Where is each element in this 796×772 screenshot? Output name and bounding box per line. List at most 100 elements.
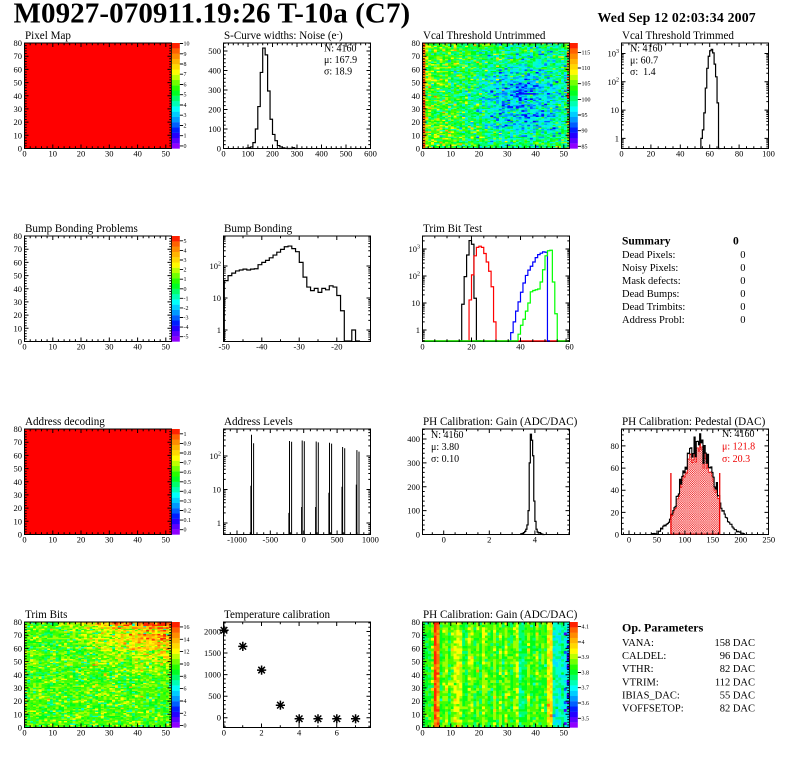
svg-text:0: 0 — [627, 535, 631, 545]
svg-text:0: 0 — [18, 723, 22, 733]
svg-text:0: 0 — [740, 315, 745, 326]
svg-text:7: 7 — [184, 72, 187, 78]
svg-text:10: 10 — [49, 535, 58, 545]
svg-text:Vcal Threshold Trimmed: Vcal Threshold Trimmed — [622, 30, 734, 42]
svg-text:50: 50 — [162, 728, 171, 738]
svg-text:0: 0 — [184, 724, 187, 730]
svg-text:500: 500 — [340, 149, 353, 159]
svg-text:80: 80 — [14, 617, 23, 627]
svg-text:8: 8 — [184, 62, 187, 68]
svg-text:40: 40 — [133, 149, 142, 159]
svg-text:30: 30 — [503, 149, 512, 159]
svg-text:4.1: 4.1 — [582, 625, 590, 631]
svg-text:110: 110 — [582, 66, 591, 72]
svg-text:40: 40 — [531, 728, 540, 738]
svg-text:10: 10 — [49, 342, 58, 352]
svg-text:2: 2 — [184, 268, 187, 274]
svg-text:300: 300 — [291, 149, 304, 159]
svg-text:0.9: 0.9 — [184, 441, 192, 447]
svg-text:0: 0 — [619, 149, 623, 159]
svg-text:Trim Bits: Trim Bits — [25, 609, 67, 621]
svg-text:60: 60 — [14, 257, 23, 267]
svg-text:4: 4 — [533, 535, 538, 545]
svg-text:0: 0 — [18, 530, 22, 540]
svg-text:102: 102 — [608, 77, 620, 87]
svg-text:30: 30 — [14, 490, 23, 500]
svg-text:10: 10 — [412, 298, 421, 308]
svg-text:10: 10 — [14, 323, 23, 333]
svg-text:0.2: 0.2 — [184, 509, 192, 515]
svg-text:40: 40 — [611, 485, 620, 495]
svg-text:10: 10 — [412, 709, 421, 719]
svg-text:Wed Sep 12 02:03:34 2007: Wed Sep 12 02:03:34 2007 — [598, 10, 756, 25]
svg-text:IBIAS_DAC:: IBIAS_DAC: — [622, 690, 680, 701]
svg-text:μ: 60.7: μ: 60.7 — [630, 56, 658, 67]
svg-text:30: 30 — [105, 149, 114, 159]
svg-text:300: 300 — [208, 85, 221, 95]
svg-text:20: 20 — [77, 535, 86, 545]
svg-text:10: 10 — [14, 130, 23, 140]
svg-text:50: 50 — [653, 535, 662, 545]
svg-text:80: 80 — [412, 38, 421, 48]
svg-text:σ: 20.3: σ: 20.3 — [722, 454, 750, 465]
svg-text:0: 0 — [420, 728, 424, 738]
svg-text:500: 500 — [208, 691, 221, 701]
svg-text:0: 0 — [442, 535, 446, 545]
svg-text:100: 100 — [679, 535, 692, 545]
svg-text:102: 102 — [409, 271, 421, 281]
svg-text:40: 40 — [133, 535, 142, 545]
svg-text:0: 0 — [740, 302, 745, 313]
svg-text:10: 10 — [611, 105, 620, 115]
svg-text:16: 16 — [184, 625, 190, 631]
svg-text:3.6: 3.6 — [582, 701, 590, 707]
svg-text:Dead Bumps:: Dead Bumps: — [622, 289, 680, 300]
svg-text:20: 20 — [467, 342, 476, 352]
svg-text:0: 0 — [184, 287, 187, 293]
svg-text:0: 0 — [420, 149, 424, 159]
svg-text:30: 30 — [412, 683, 421, 693]
svg-text:30: 30 — [503, 728, 512, 738]
svg-text:20: 20 — [14, 696, 23, 706]
svg-text:2: 2 — [184, 124, 187, 130]
svg-text:Mask defects:: Mask defects: — [622, 276, 681, 287]
svg-text:103: 103 — [608, 49, 620, 59]
svg-text:-3: -3 — [184, 316, 189, 322]
svg-text:0: 0 — [740, 276, 745, 287]
svg-text:40: 40 — [516, 342, 525, 352]
svg-text:0: 0 — [416, 530, 420, 540]
svg-text:1500: 1500 — [204, 648, 221, 658]
svg-text:0: 0 — [416, 144, 420, 154]
svg-text:100: 100 — [208, 124, 221, 134]
svg-text:N: 4160: N: 4160 — [324, 44, 357, 55]
svg-text:50: 50 — [14, 78, 23, 88]
svg-text:0: 0 — [22, 149, 26, 159]
svg-text:40: 40 — [14, 670, 23, 680]
svg-text:60: 60 — [705, 149, 714, 159]
svg-text:40: 40 — [412, 91, 421, 101]
svg-text:40: 40 — [133, 342, 142, 352]
svg-text:50: 50 — [560, 149, 569, 159]
svg-text:0.4: 0.4 — [184, 489, 192, 495]
svg-text:0: 0 — [740, 263, 745, 274]
svg-text:2: 2 — [259, 728, 263, 738]
svg-text:250: 250 — [762, 535, 775, 545]
svg-text:0: 0 — [217, 144, 221, 154]
svg-text:115: 115 — [582, 50, 591, 56]
svg-text:0: 0 — [18, 144, 22, 154]
svg-text:400: 400 — [315, 149, 328, 159]
svg-text:-5: -5 — [184, 335, 189, 341]
svg-text:80: 80 — [14, 231, 23, 241]
svg-text:60: 60 — [611, 463, 620, 473]
svg-text:-2: -2 — [184, 306, 189, 312]
svg-text:1: 1 — [615, 133, 619, 143]
svg-text:500: 500 — [208, 46, 221, 56]
svg-text:20: 20 — [14, 117, 23, 127]
svg-text:50: 50 — [162, 149, 171, 159]
svg-text:100: 100 — [407, 506, 420, 516]
svg-text:50: 50 — [162, 342, 171, 352]
svg-text:Noisy Pixels:: Noisy Pixels: — [622, 263, 678, 274]
svg-text:N: 4160: N: 4160 — [630, 44, 663, 55]
svg-text:30: 30 — [14, 104, 23, 114]
svg-text:0: 0 — [22, 535, 26, 545]
svg-text:40: 40 — [676, 149, 685, 159]
